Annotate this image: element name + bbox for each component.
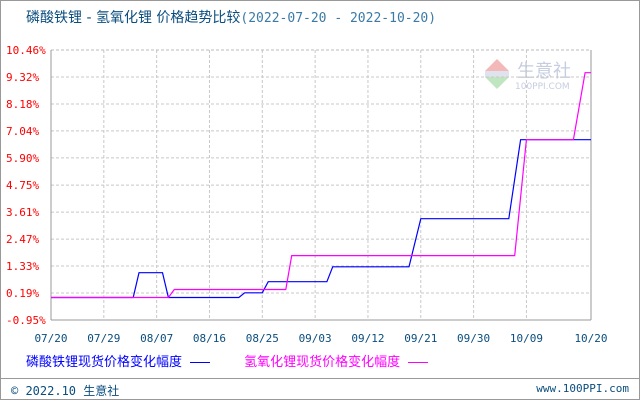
legend: 磷酸铁锂现货价格变化幅度 氢氧化锂现货价格变化幅度 (26, 351, 458, 370)
watermark-url: 100PPI.COM (515, 82, 570, 92)
title-main: 磷酸铁锂 - 氢氧化锂 价格趋势比较 (26, 10, 241, 26)
y-tick-label: 2.47% (6, 233, 39, 246)
y-tick-label: 1.33% (6, 260, 39, 273)
x-tick-label: 09/03 (299, 332, 332, 345)
legend-label-lioh: 氢氧化锂现货价格变化幅度 (244, 355, 401, 370)
watermark-logo: 生意社 100PPI.COM (483, 57, 593, 97)
x-tick-label: 08/25 (246, 332, 279, 345)
y-tick-label: 9.32% (6, 71, 39, 84)
x-tick-label: 09/12 (351, 332, 384, 345)
legend-item-lioh: 氢氧化锂现货价格变化幅度 (244, 355, 429, 370)
x-tick-label: 10/20 (574, 332, 607, 345)
x-tick-label: 09/30 (457, 332, 490, 345)
legend-swatch-lioh (408, 362, 429, 363)
chart-title: 磷酸铁锂 - 氢氧化锂 价格趋势比较(2022-07-20 - 2022-10-… (26, 7, 436, 27)
x-tick-label: 08/16 (193, 332, 226, 345)
y-tick-label: 7.04% (6, 125, 39, 138)
x-tick-label: 07/29 (87, 332, 120, 345)
x-tick-label: 07/20 (34, 332, 67, 345)
legend-item-lfp: 磷酸铁锂现货价格变化幅度 (26, 355, 211, 370)
y-tick-label: 8.18% (6, 98, 39, 111)
series-line-lfp (51, 139, 591, 299)
y-tick-label: 5.90% (6, 152, 39, 165)
footer-divider (1, 378, 639, 379)
y-tick-label: 4.75% (6, 179, 39, 192)
legend-label-lfp: 磷酸铁锂现货价格变化幅度 (26, 355, 183, 370)
legend-swatch-lfp (190, 362, 211, 363)
copyright: © 2022.10 生意社 (11, 384, 120, 398)
y-tick-label: -0.95% (6, 314, 46, 327)
series-line-lioh (51, 72, 591, 299)
y-tick-label: 10.46% (6, 44, 46, 57)
x-tick-label: 10/09 (510, 332, 543, 345)
y-tick-label: 3.61% (6, 206, 39, 219)
x-tick-label: 08/07 (140, 332, 173, 345)
x-tick-label: 09/21 (404, 332, 437, 345)
title-date-range: (2022-07-20 - 2022-10-20) (240, 11, 437, 26)
y-tick-label: 0.19% (6, 287, 39, 300)
site-link[interactable]: www.100PPI.com (536, 382, 629, 395)
